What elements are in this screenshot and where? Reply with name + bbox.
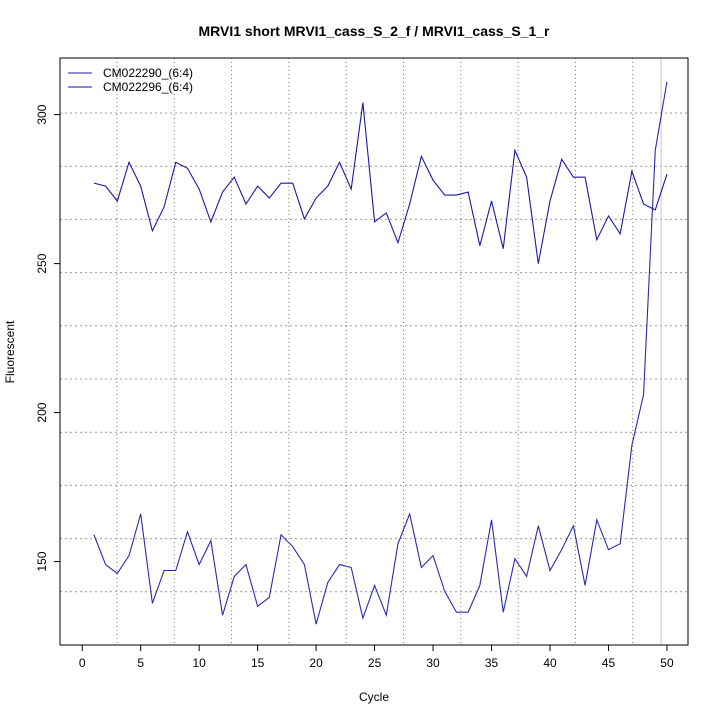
y-axis-label: Fluorescent: [3, 320, 17, 383]
legend-label-1: CM022290_(6:4): [103, 66, 193, 80]
x-tick-label: 10: [192, 656, 206, 670]
x-axis: 0 5 10 15 20 25 30 35 40 45 50: [79, 644, 674, 670]
series-line-1: [93, 102, 668, 264]
x-tick-label: 30: [426, 656, 440, 670]
plot-frame: [59, 57, 689, 646]
y-tick-label: 150: [35, 551, 49, 571]
chart-title: MRVI1 short MRVI1_cass_S_2_f / MRVI1_cas…: [199, 23, 551, 39]
x-axis-label: Cycle: [359, 690, 389, 704]
x-tick-label: 40: [543, 656, 557, 670]
y-tick-label: 200: [35, 402, 49, 422]
grid: [60, 58, 688, 645]
x-tick-label: 15: [251, 656, 265, 670]
y-tick-label: 300: [35, 104, 49, 124]
x-tick-label: 45: [602, 656, 616, 670]
legend: CM022290_(6:4) CM022296_(6:4): [68, 66, 193, 94]
y-tick-label: 250: [35, 253, 49, 273]
x-tick-label: 25: [368, 656, 382, 670]
x-tick-label: 0: [79, 656, 86, 670]
x-tick-label: 50: [660, 656, 674, 670]
legend-label-2: CM022296_(6:4): [103, 80, 193, 94]
series-line-2: [93, 81, 668, 625]
x-tick-label: 35: [485, 656, 499, 670]
y-axis: 150 200 250 300: [35, 104, 61, 572]
series-lines: [93, 81, 668, 625]
x-tick-label: 5: [137, 656, 144, 670]
x-tick-label: 20: [309, 656, 323, 670]
